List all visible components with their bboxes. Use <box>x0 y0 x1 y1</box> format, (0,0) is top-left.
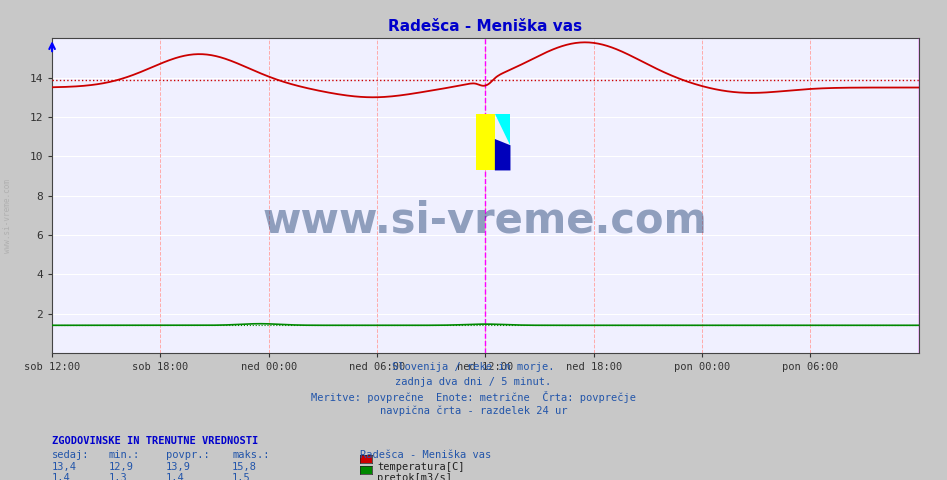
Text: min.:: min.: <box>109 450 140 460</box>
Polygon shape <box>495 139 510 170</box>
Text: 1,4: 1,4 <box>52 473 71 480</box>
Text: 1,4: 1,4 <box>166 473 185 480</box>
Text: 15,8: 15,8 <box>232 462 257 472</box>
Text: www.si-vreme.com: www.si-vreme.com <box>263 200 707 242</box>
Title: Radešca - Meniška vas: Radešca - Meniška vas <box>388 20 582 35</box>
Text: maks.:: maks.: <box>232 450 270 460</box>
Text: ZGODOVINSKE IN TRENUTNE VREDNOSTI: ZGODOVINSKE IN TRENUTNE VREDNOSTI <box>52 436 259 446</box>
Text: navpična črta - razdelek 24 ur: navpična črta - razdelek 24 ur <box>380 406 567 416</box>
Text: Meritve: povprečne  Enote: metrične  Črta: povprečje: Meritve: povprečne Enote: metrične Črta:… <box>311 391 636 403</box>
Text: Radešca - Meniška vas: Radešca - Meniška vas <box>360 450 491 460</box>
Text: zadnja dva dni / 5 minut.: zadnja dva dni / 5 minut. <box>396 377 551 387</box>
Text: povpr.:: povpr.: <box>166 450 209 460</box>
Text: Slovenija / reke in morje.: Slovenija / reke in morje. <box>392 362 555 372</box>
Text: www.si-vreme.com: www.si-vreme.com <box>3 179 12 253</box>
Text: temperatura[C]: temperatura[C] <box>377 462 464 472</box>
Polygon shape <box>495 114 510 145</box>
Text: 1,5: 1,5 <box>232 473 251 480</box>
Text: 13,4: 13,4 <box>52 462 77 472</box>
Bar <box>475 114 495 170</box>
Text: sedaj:: sedaj: <box>52 450 90 460</box>
Text: 1,3: 1,3 <box>109 473 128 480</box>
Text: 13,9: 13,9 <box>166 462 190 472</box>
Text: pretok[m3/s]: pretok[m3/s] <box>377 473 452 480</box>
Text: 12,9: 12,9 <box>109 462 134 472</box>
